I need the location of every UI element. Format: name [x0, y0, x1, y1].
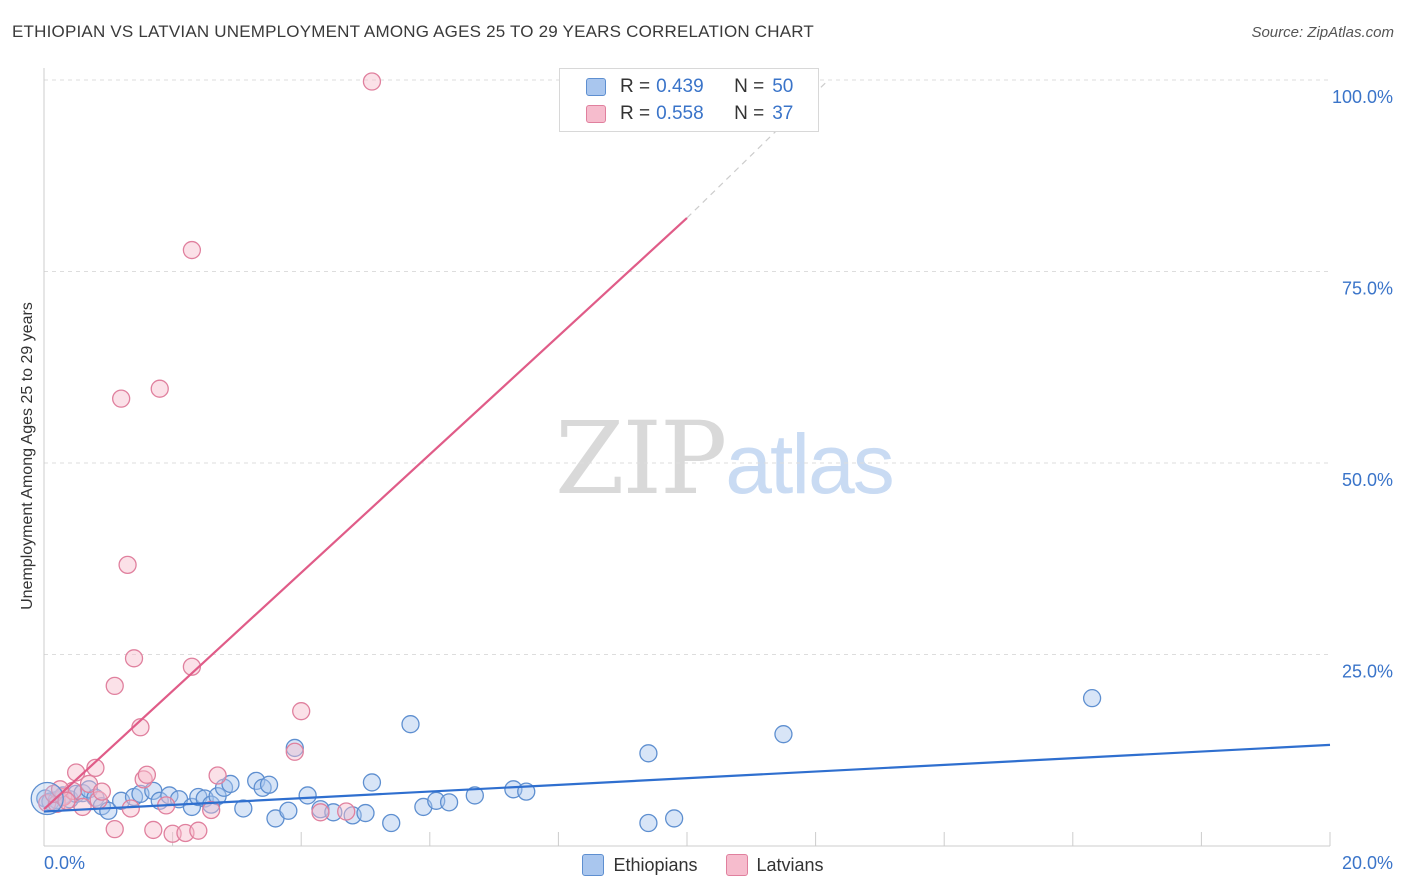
legend-label-latvians: Latvians [756, 854, 824, 875]
latvian-point [292, 702, 311, 721]
y-tick-label: 75.0% [1342, 279, 1393, 299]
legend-label-ethiopians: Ethiopians [613, 854, 698, 875]
legend-item-ethiopians[interactable]: Ethiopians [582, 854, 698, 876]
latvian-point [285, 742, 304, 761]
ethiopian-point [639, 813, 658, 833]
source-label: Source: ZipAtlas.com [1251, 24, 1394, 41]
latvian-point [337, 802, 356, 821]
latvian-point [150, 379, 169, 398]
legend-r-value: 0.558 [656, 103, 704, 124]
latvian-point [189, 821, 208, 840]
latvian-point [163, 824, 182, 843]
ethiopian-point [401, 715, 420, 734]
ethiopian-point [465, 786, 484, 805]
chart-title: ETHIOPIAN VS LATVIAN UNEMPLOYMENT AMONG … [12, 22, 815, 41]
ethiopian-point [639, 744, 658, 763]
latvian-point [144, 820, 163, 840]
latvian-point [86, 758, 105, 778]
latvian-point [105, 819, 124, 839]
latvian-point [182, 240, 202, 260]
legend-swatch-ethiopians [582, 854, 605, 876]
latvian-point [124, 649, 144, 668]
series-legend: Ethiopians Latvians [0, 852, 1406, 878]
y-tick-label: 25.0% [1342, 662, 1393, 682]
legend-r-value: 0.439 [656, 76, 704, 97]
watermark-zip: ZIP [555, 400, 727, 517]
ethiopian-cluster-point [30, 781, 64, 816]
legend-r-label: R = [620, 76, 651, 97]
ethiopian-point [324, 803, 343, 822]
y-axis-title: Unemployment Among Ages 25 to 29 years [19, 302, 36, 610]
x-tick-label: 0.0% [44, 853, 85, 873]
latvian-point [208, 766, 227, 785]
legend-row-ethiopians: R = 0.439 N = 50 [560, 74, 793, 100]
legend-row-latvians: R = 0.558 N = 37 [560, 101, 793, 127]
legend-n-label: N = [734, 76, 765, 97]
legend-swatch-latvians [725, 854, 748, 876]
y-tick-label: 100.0% [1332, 87, 1393, 107]
ethiopian-point [298, 786, 317, 805]
ethiopian-point [221, 774, 240, 794]
latvian-point [311, 803, 330, 822]
watermark-atlas: atlas [725, 417, 894, 511]
latvian-point [121, 799, 140, 818]
ethiopian-point [234, 799, 253, 818]
latvian-point [92, 782, 112, 801]
legend-n-label: N = [734, 103, 765, 124]
ethiopian-point [259, 775, 279, 794]
ethiopian-point [1082, 689, 1102, 708]
legend-r-label: R = [620, 103, 651, 124]
latvian-point [73, 797, 92, 817]
latvian-point [118, 555, 137, 575]
ethiopian-point [356, 803, 375, 823]
ethiopian-point [362, 773, 382, 792]
correlation-legend: R = 0.439 N = 50 R = 0.558 N = 37 [559, 68, 819, 132]
legend-n-value: 50 [772, 76, 794, 97]
legend-item-latvians[interactable]: Latvians [725, 854, 824, 876]
latvian-point [362, 72, 382, 91]
ethiopian-trend-line [43, 743, 1331, 813]
latvian-point [105, 676, 124, 696]
latvian-point [202, 800, 221, 820]
legend-swatch-latvians [586, 105, 606, 123]
watermark: ZIPatlas [555, 400, 895, 517]
legend-n-value: 37 [772, 103, 794, 124]
ethiopian-point [664, 809, 684, 828]
y-tick-label: 50.0% [1342, 470, 1393, 490]
legend-swatch-ethiopians [586, 78, 606, 96]
latvian-point [137, 765, 157, 784]
x-tick-label: 20.0% [1342, 853, 1393, 873]
ethiopian-point [279, 801, 298, 820]
latvian-point [112, 389, 131, 408]
latvian-trend-line [43, 217, 688, 811]
ethiopian-point [774, 725, 793, 744]
ethiopian-point [382, 813, 401, 833]
ethiopian-point [439, 793, 459, 812]
